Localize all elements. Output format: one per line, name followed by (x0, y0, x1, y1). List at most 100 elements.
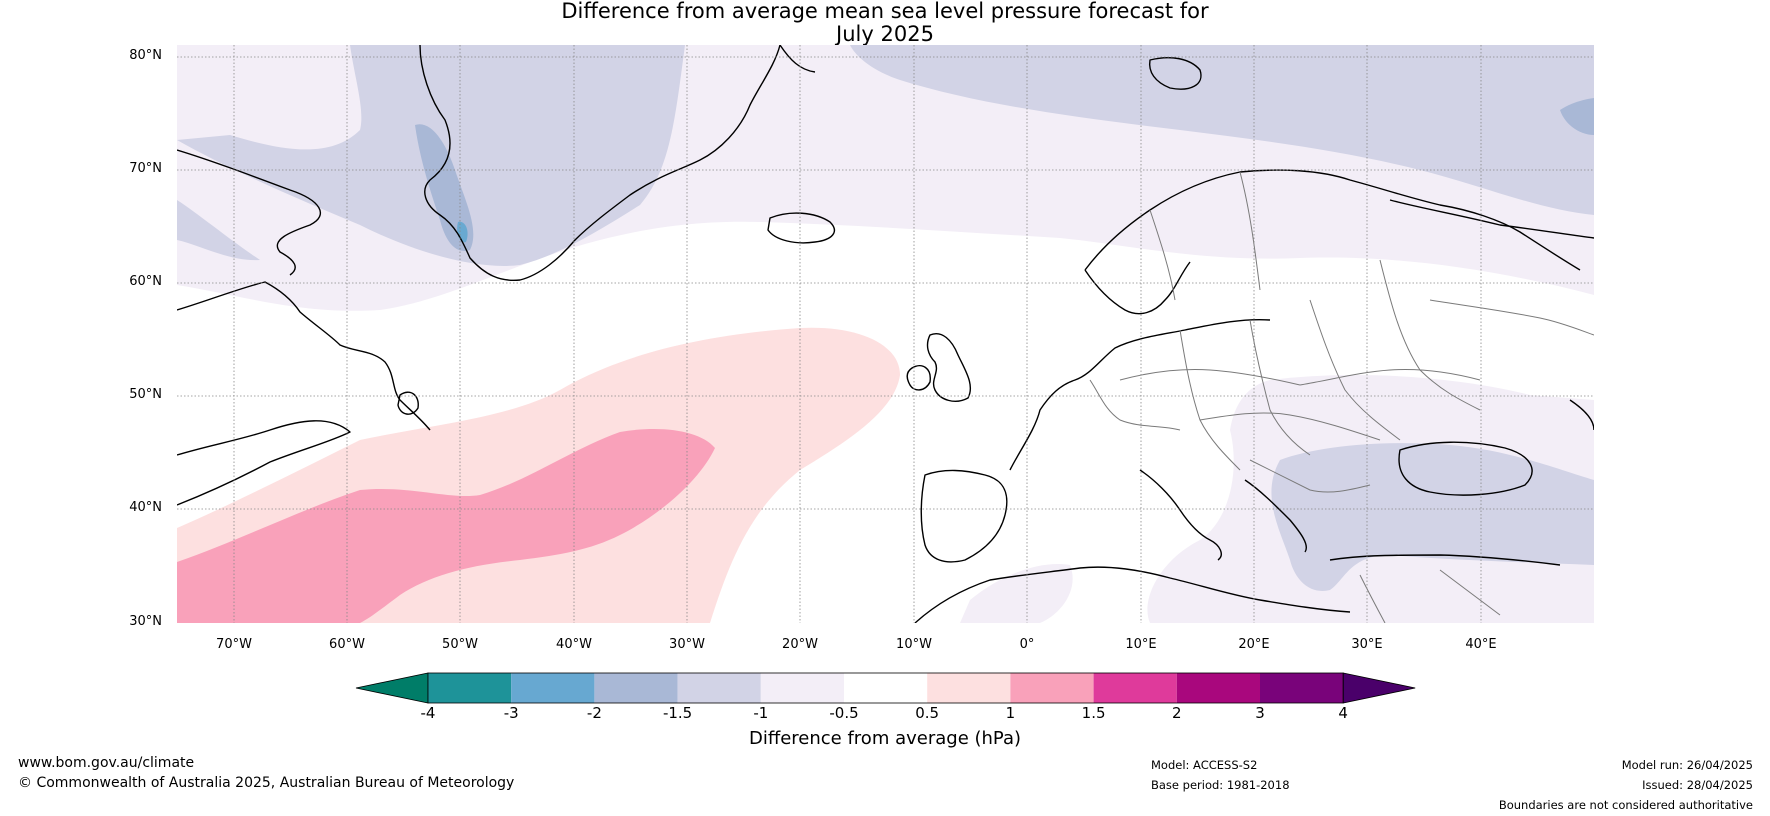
coast-iberia (920, 469, 1008, 563)
coast-norway-south (1084, 261, 1191, 315)
footer-copyright: © Commonwealth of Australia 2025, Austra… (18, 775, 515, 791)
colorbar-swatch (760, 673, 844, 703)
border-13 (1439, 569, 1501, 616)
coast-greenland (419, 45, 781, 282)
colorbar-swatch (927, 673, 1011, 703)
map-title: Difference from average mean sea level p… (0, 0, 1770, 46)
lon-label-10e: 10°E (1125, 637, 1157, 652)
footer-base-period: Base period: 1981-2018 (1151, 778, 1290, 792)
lon-label-50w: 50°W (442, 637, 478, 652)
colorbar-outline (427, 672, 1344, 704)
anomaly-region-arctic-east (850, 45, 1594, 215)
anomaly-region-iberia-light (960, 564, 1073, 623)
border-7 (1119, 369, 1301, 386)
lat-label-30: 30°N (129, 614, 162, 629)
cbar-tick-9: 2 (1172, 704, 1182, 722)
coast-black-sea (1398, 441, 1533, 496)
colorbar-swatch (428, 673, 512, 703)
colorbar-label: Difference from average (hPa) (748, 728, 1022, 749)
lon-label-40w: 40°W (556, 637, 592, 652)
coast-labrador (177, 281, 431, 431)
coast-greenland-east (779, 45, 816, 73)
colorbar-swatch (844, 673, 928, 703)
footer-issued: Issued: 28/04/2025 (1642, 778, 1753, 792)
lon-label-30w: 30°W (669, 637, 705, 652)
coast-svalbard (1148, 57, 1202, 90)
cbar-tick-11: 4 (1338, 704, 1348, 722)
lon-label-60w: 60°W (329, 637, 365, 652)
border-12 (1239, 171, 1261, 291)
colorbar-swatch (511, 673, 595, 703)
lat-label-60: 60°N (129, 274, 162, 289)
colorbar-extend-high (1342, 672, 1416, 704)
lon-label-40e: 40°E (1465, 637, 1497, 652)
coast-italy (1139, 469, 1222, 561)
border-4 (1309, 299, 1401, 441)
cbar-tick-2: -2 (586, 704, 602, 722)
gridlines (177, 45, 1594, 623)
footer-website: www.bom.gov.au/climate (18, 755, 195, 771)
lon-label-0: 0° (1019, 637, 1035, 652)
coast-iceland (767, 212, 835, 244)
border-2 (1179, 329, 1241, 471)
border-3 (1249, 319, 1311, 456)
colorbar-swatch (594, 673, 678, 703)
colorbar-swatch (1093, 673, 1177, 703)
coastlines (177, 45, 1594, 623)
colorbar-swatch (1010, 673, 1094, 703)
title-line-1: Difference from average mean sea level p… (561, 0, 1209, 23)
coast-turkey-south (1329, 554, 1561, 566)
cbar-tick-7: 1 (1005, 704, 1016, 722)
coast-newfoundland (397, 391, 419, 415)
anomaly-region-black-sea (1271, 443, 1594, 591)
lon-label-30e: 30°E (1351, 637, 1383, 652)
cbar-tick-10: 3 (1255, 704, 1265, 722)
border-10 (1429, 299, 1594, 336)
coast-greece (1244, 479, 1307, 553)
cbar-tick-3: -1.5 (662, 704, 693, 722)
coast-caspian (1569, 399, 1594, 431)
border-11 (1149, 209, 1176, 301)
colorbar-extend-low (355, 672, 429, 704)
lon-label-20e: 20°E (1238, 637, 1270, 652)
lat-label-80: 80°N (129, 48, 162, 63)
footer-model: Model: ACCESS-S2 (1151, 758, 1258, 772)
colorbar-swatch (1260, 673, 1344, 703)
anomaly-fields (177, 45, 1594, 623)
colorbar-swatch (677, 673, 761, 703)
cbar-tick-0: -4 (420, 704, 436, 722)
cbar-tick-6: 0.5 (915, 704, 940, 722)
anomaly-region-atlantic-core (177, 428, 715, 623)
coast-north-africa (914, 566, 1351, 623)
border-6 (1199, 412, 1381, 441)
border-14 (1359, 574, 1386, 623)
cbar-tick-1: -3 (503, 704, 519, 722)
cbar-tick-8: 1.5 (1081, 704, 1106, 722)
country-borders (1089, 171, 1594, 623)
border-8 (1299, 369, 1481, 386)
lon-label-70w: 70°W (216, 637, 252, 652)
border-9 (1249, 459, 1371, 493)
footer-model-run: Model run: 26/04/2025 (1621, 758, 1753, 772)
anomaly-region-west-atlantic (177, 200, 260, 261)
lat-label-40: 40°N (129, 500, 162, 515)
coast-ireland (906, 364, 931, 391)
footer-disclaimer: Boundaries are not considered authoritat… (1498, 798, 1753, 812)
coast-canada-arctic (177, 149, 322, 276)
coast-europe-west (1009, 318, 1271, 471)
lon-label-20w: 20°W (782, 637, 818, 652)
title-line-2: July 2025 (836, 22, 934, 46)
coast-north-america-east (177, 420, 351, 506)
cbar-tick-5: -0.5 (829, 704, 859, 722)
border-1 (1089, 379, 1181, 431)
coast-russia-north (1389, 199, 1594, 239)
lat-label-50: 50°N (129, 387, 162, 402)
anomaly-region-barents (1560, 98, 1594, 135)
cbar-tick-4: -1 (753, 704, 769, 722)
colorbar-swatch (1176, 673, 1260, 703)
lon-label-10w: 10°W (896, 637, 932, 652)
lat-label-70: 70°N (129, 161, 162, 176)
coast-uk (926, 333, 972, 402)
